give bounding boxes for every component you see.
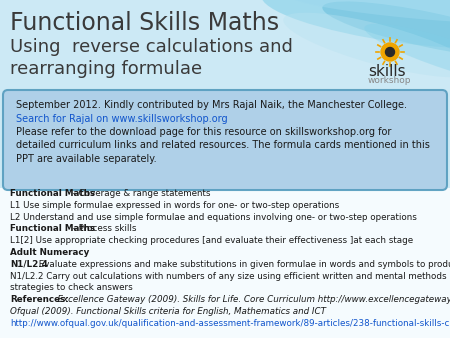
Text: - Process skills: - Process skills: [71, 224, 137, 234]
Text: N1/L2.4: N1/L2.4: [10, 260, 48, 269]
Text: Using  reverse calculations and: Using reverse calculations and: [10, 38, 293, 56]
Bar: [0, 188, 450, 338]
Text: skills: skills: [368, 64, 405, 79]
Text: L2 Understand and use simple formulae and equations involving one- or two-step o: L2 Understand and use simple formulae an…: [10, 213, 417, 222]
Text: Functional Maths: Functional Maths: [10, 189, 95, 198]
Text: L1 Use simple formulae expressed in words for one- or two-step operations: L1 Use simple formulae expressed in word…: [10, 201, 339, 210]
FancyBboxPatch shape: [3, 90, 447, 190]
Ellipse shape: [364, 24, 450, 86]
Bar: [0, 0, 450, 188]
Text: L1[2] Use appropriate checking procedures [and evaluate their effectiveness ]at : L1[2] Use appropriate checking procedure…: [10, 236, 413, 245]
Text: Ofqual (2009). Functional Skills criteria for English, Mathematics and ICT: Ofqual (2009). Functional Skills criteri…: [10, 307, 326, 316]
Text: workshop: workshop: [368, 76, 411, 85]
Text: September 2012. Kindly contributed by Mrs Rajal Naik, the Manchester College.: September 2012. Kindly contributed by Mr…: [16, 100, 407, 110]
Text: Functional Maths: Functional Maths: [10, 224, 95, 234]
Text: Adult Numeracy: Adult Numeracy: [10, 248, 90, 257]
Text: rearranging formulae: rearranging formulae: [10, 60, 202, 78]
Text: Functional Skills Maths: Functional Skills Maths: [10, 11, 279, 35]
Text: Evaluate expressions and make substitutions in given formulae in words and symbo: Evaluate expressions and make substituti…: [36, 260, 450, 269]
Text: detailed curriculum links and related resources. The formula cards mentioned in : detailed curriculum links and related re…: [16, 141, 430, 150]
Ellipse shape: [322, 1, 450, 58]
Text: N1/L2.2 Carry out calculations with numbers of any size using efficient written : N1/L2.2 Carry out calculations with numb…: [10, 272, 450, 281]
Ellipse shape: [283, 13, 450, 77]
Text: References:: References:: [10, 295, 69, 304]
Ellipse shape: [291, 0, 450, 24]
Text: strategies to check answers: strategies to check answers: [10, 283, 133, 292]
Circle shape: [381, 43, 399, 61]
Text: - Coverage & range statements: - Coverage & range statements: [71, 189, 211, 198]
Text: Excellence Gateway (2009). Skills for Life. Core Curriculum http://www.excellenc: Excellence Gateway (2009). Skills for Li…: [52, 295, 450, 304]
Circle shape: [386, 48, 395, 56]
Text: PPT are available separately.: PPT are available separately.: [16, 154, 157, 164]
Text: Please refer to the download page for this resource on skillsworkshop.org for: Please refer to the download page for th…: [16, 127, 392, 137]
Text: http://www.ofqual.gov.uk/qualification-and-assessment-framework/89-articles/238-: http://www.ofqual.gov.uk/qualification-a…: [10, 319, 450, 328]
Text: Search for Rajal on www.skillsworkshop.org: Search for Rajal on www.skillsworkshop.o…: [16, 114, 228, 123]
Ellipse shape: [261, 0, 450, 48]
